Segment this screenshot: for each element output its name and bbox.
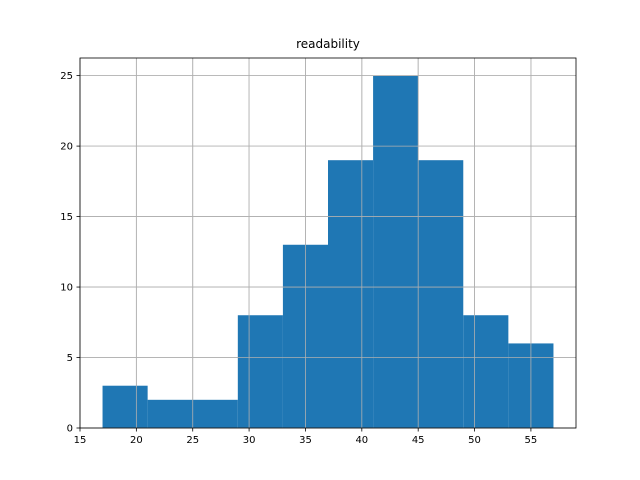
x-tick-label: 15 — [74, 435, 87, 446]
x-tick-label: 50 — [468, 435, 481, 446]
y-tick-label: 20 — [60, 142, 73, 153]
y-tick-label: 5 — [67, 353, 73, 364]
histogram-bar — [418, 160, 464, 428]
x-tick-label: 40 — [355, 435, 368, 446]
histogram-bar — [237, 315, 283, 428]
histogram-bar — [373, 75, 419, 428]
x-tick-label: 30 — [243, 435, 256, 446]
x-tick-label: 45 — [412, 435, 425, 446]
y-tick-label: 10 — [60, 283, 73, 294]
chart-title: readability — [296, 37, 360, 51]
y-tick-label: 25 — [60, 71, 73, 82]
y-tick-label: 15 — [60, 212, 73, 223]
x-tick-label: 25 — [186, 435, 199, 446]
x-tick-label: 35 — [299, 435, 312, 446]
y-axis-ticks: 0 5 10 15 20 25 — [60, 71, 80, 435]
histogram-bar — [463, 315, 509, 428]
histogram-bar — [102, 385, 148, 428]
y-tick-label: 0 — [67, 424, 73, 435]
plot-frame — [79, 57, 577, 429]
histogram-bars — [79, 58, 576, 429]
x-axis-ticks: 15 20 25 30 35 40 45 50 55 — [74, 428, 538, 446]
x-tick-label: 55 — [525, 435, 538, 446]
x-tick-label: 20 — [130, 435, 143, 446]
histogram-bar — [328, 160, 374, 428]
histogram-bar — [192, 399, 238, 428]
histogram-bar — [147, 399, 193, 428]
